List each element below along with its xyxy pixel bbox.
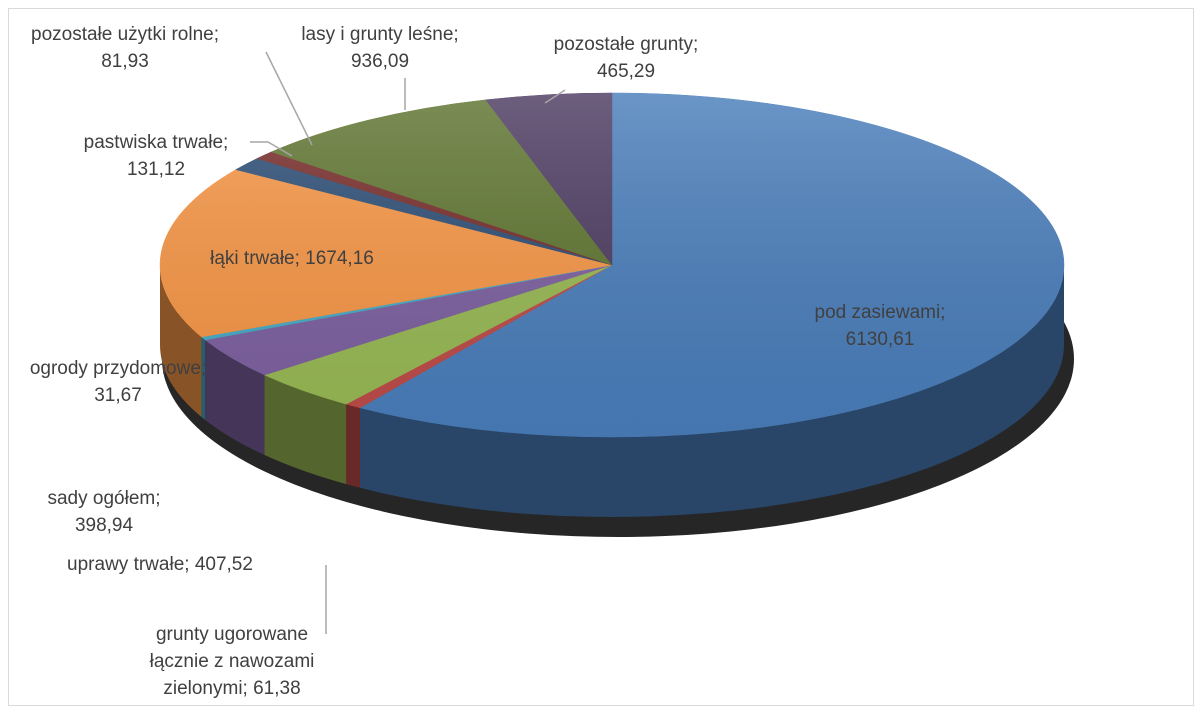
data-label-grunty-ugorowane-lacznie-z-nawozami-zielonymi: grunty ugorowane łącznie z nawozami zielon… [150,624,315,699]
data-label-line: pozostałe grunty; [554,34,699,55]
pie-side-uprawy-trwale [264,374,347,485]
data-label-uprawy-trwale: uprawy trwałe; 407,52 [67,554,253,575]
data-label-line: 131,12 [127,159,185,180]
data-label-line: ogrody przydomowe; [30,358,206,379]
data-label-pozostale-uzytki-rolne: pozostałe użytki rolne; 81,93 [31,24,219,72]
data-label-line: grunty ugorowane [156,624,308,645]
data-label-line: lasy i grunty leśne; [301,24,458,45]
data-label-line: 81,93 [101,51,149,72]
data-label-line: 398,94 [75,515,134,536]
pie-side-sady-ogolem [205,339,265,455]
data-label-lasy-i-grunty-lesne: lasy i grunty leśne; 936,09 [301,24,458,72]
data-label-pod-zasiewami: pod zasiewami; 6130,61 [815,302,946,350]
data-label-pastwiska-trwale: pastwiska trwałe; 131,12 [84,132,229,180]
data-label-line: pastwiska trwałe; [84,132,229,153]
data-label-line: pozostałe użytki rolne; [31,24,219,45]
leader-line-pozostale-grunty [544,89,566,104]
data-label-sady-ogolem: sady ogółem; 398,94 [47,488,160,536]
data-label-line: łąki trwałe; 1674,16 [210,248,374,269]
pie-side-ogrody-przydomowe [201,336,206,420]
data-label-laki-trwale: łąki trwałe; 1674,16 [210,248,374,269]
data-label-line: 31,67 [94,385,142,406]
data-label-ogrody-przydomowe: ogrody przydomowe; 31,67 [30,358,206,406]
data-label-pozostale-grunty: pozostałe grunty; 465,29 [554,34,699,82]
pie-side-laki-trwale [160,265,202,417]
data-label-line: uprawy trwałe; 407,52 [67,554,253,575]
pie-side-pod-zasiewami [359,265,1064,517]
pie-top-sheen [160,93,1064,437]
data-label-line: pod zasiewami; [815,302,946,323]
data-label-line: 6130,61 [846,329,915,350]
leader-line-pastwiska-trwale [250,141,293,157]
data-label-line: łącznie z nawozami [150,651,315,672]
data-label-line: sady ogółem; [47,488,160,509]
data-label-line: zielonymi; 61,38 [163,678,300,699]
leader-line-pozostale-uzytki-rolne [265,51,313,146]
data-label-line: 465,29 [597,61,655,82]
data-label-line: 936,09 [351,51,409,72]
pie-side-grunty-ugorowane-lacznie-z-nawozami-zielonymi [346,404,360,488]
